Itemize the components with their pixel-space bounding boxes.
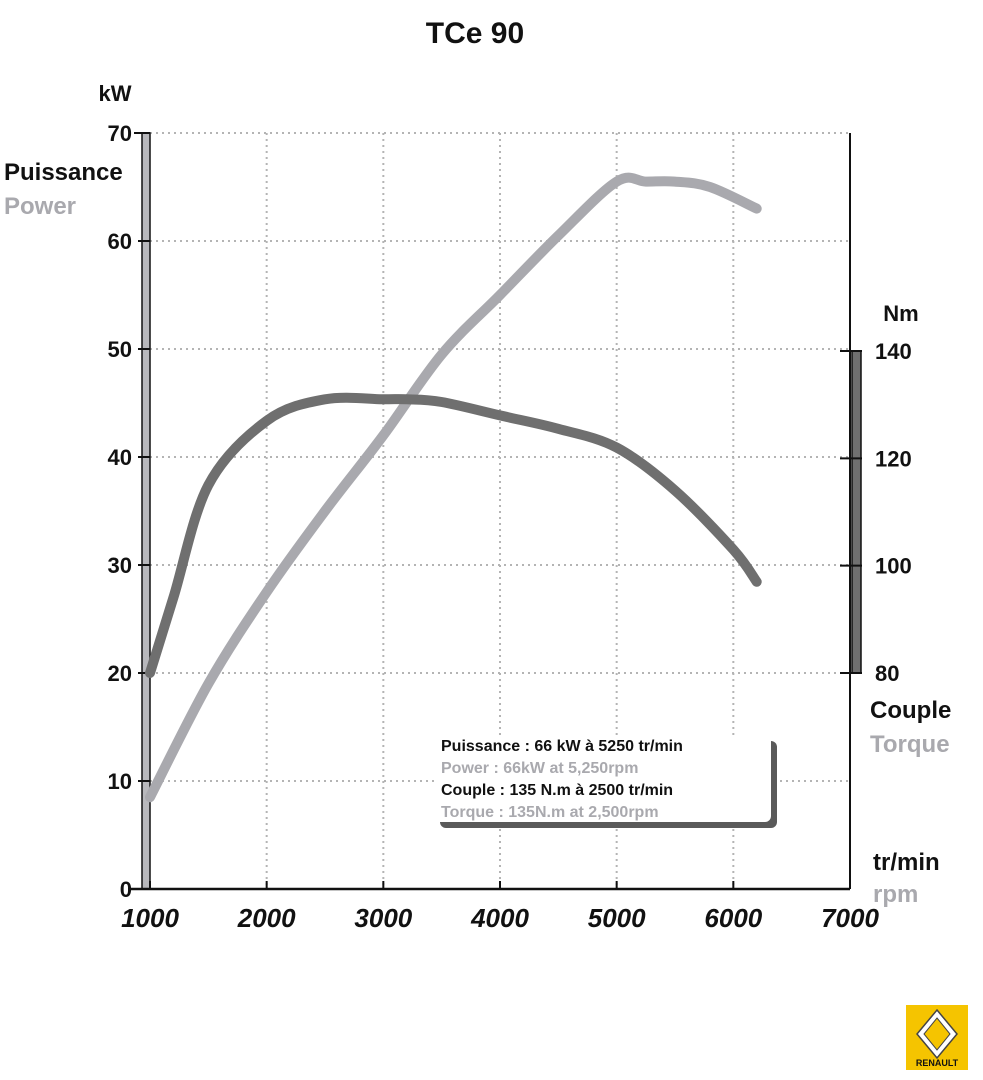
left-tick-label: 60	[108, 229, 132, 254]
left-axis-label-en: Power	[4, 193, 76, 220]
annotation-power-fr: Puissance : 66 kW à 5250 tr/min	[441, 738, 683, 755]
annotation-torque-en: Torque : 135N.m at 2,500rpm	[441, 804, 659, 821]
torque-line	[145, 392, 762, 678]
x-axis-label-fr: tr/min	[873, 849, 940, 876]
left-axis-unit: kW	[99, 81, 132, 106]
left-tick-label: 70	[108, 121, 132, 146]
renault-diamond-inner-icon	[923, 1017, 951, 1051]
annotation-box: Puissance : 66 kW à 5250 tr/min Power : …	[434, 735, 777, 828]
left-tick-label: 50	[108, 337, 132, 362]
x-tick-label: 1000	[121, 903, 179, 933]
left-tick-label: 30	[108, 553, 132, 578]
right-axis-bar	[851, 350, 862, 674]
x-tick-label: 5000	[588, 903, 646, 933]
right-axis-ticks: 80 100 120 140	[840, 339, 912, 686]
x-axis-ticks: 1000 2000 3000 4000 5000 6000 7000	[121, 881, 879, 933]
series	[145, 172, 762, 803]
x-tick-label: 6000	[704, 903, 762, 933]
renault-logo: RENAULT	[906, 1005, 968, 1070]
annotation-torque-fr: Couple : 135 N.m à 2500 tr/min	[441, 782, 673, 799]
right-axis-label-fr: Couple	[870, 697, 951, 724]
annotation-panel	[434, 735, 771, 822]
x-tick-label: 2000	[237, 903, 296, 933]
right-tick-label: 140	[875, 339, 912, 364]
right-axis-unit: Nm	[883, 301, 918, 326]
left-axis-bar	[141, 132, 151, 890]
left-axis-label-fr: Puissance	[4, 159, 123, 186]
right-tick-label: 80	[875, 661, 899, 686]
left-tick-label: 10	[108, 769, 132, 794]
power-line	[145, 172, 762, 803]
right-tick-label: 120	[875, 446, 912, 471]
x-tick-label: 7000	[821, 903, 879, 933]
x-axis-label-en: rpm	[873, 881, 918, 908]
left-tick-label: 0	[120, 877, 132, 902]
left-tick-label: 20	[108, 661, 132, 686]
right-axis-label-en: Torque	[870, 731, 950, 758]
x-tick-label: 3000	[354, 903, 412, 933]
annotation-power-en: Power : 66kW at 5,250rpm	[441, 760, 638, 777]
logo-text: RENAULT	[916, 1058, 959, 1068]
right-tick-label: 100	[875, 554, 912, 579]
left-tick-label: 40	[108, 445, 132, 470]
x-tick-label: 4000	[470, 903, 529, 933]
chart-title: TCe 90	[426, 17, 524, 50]
left-axis-ticks: 0 10 20 30 40 50 60 70	[108, 121, 150, 902]
